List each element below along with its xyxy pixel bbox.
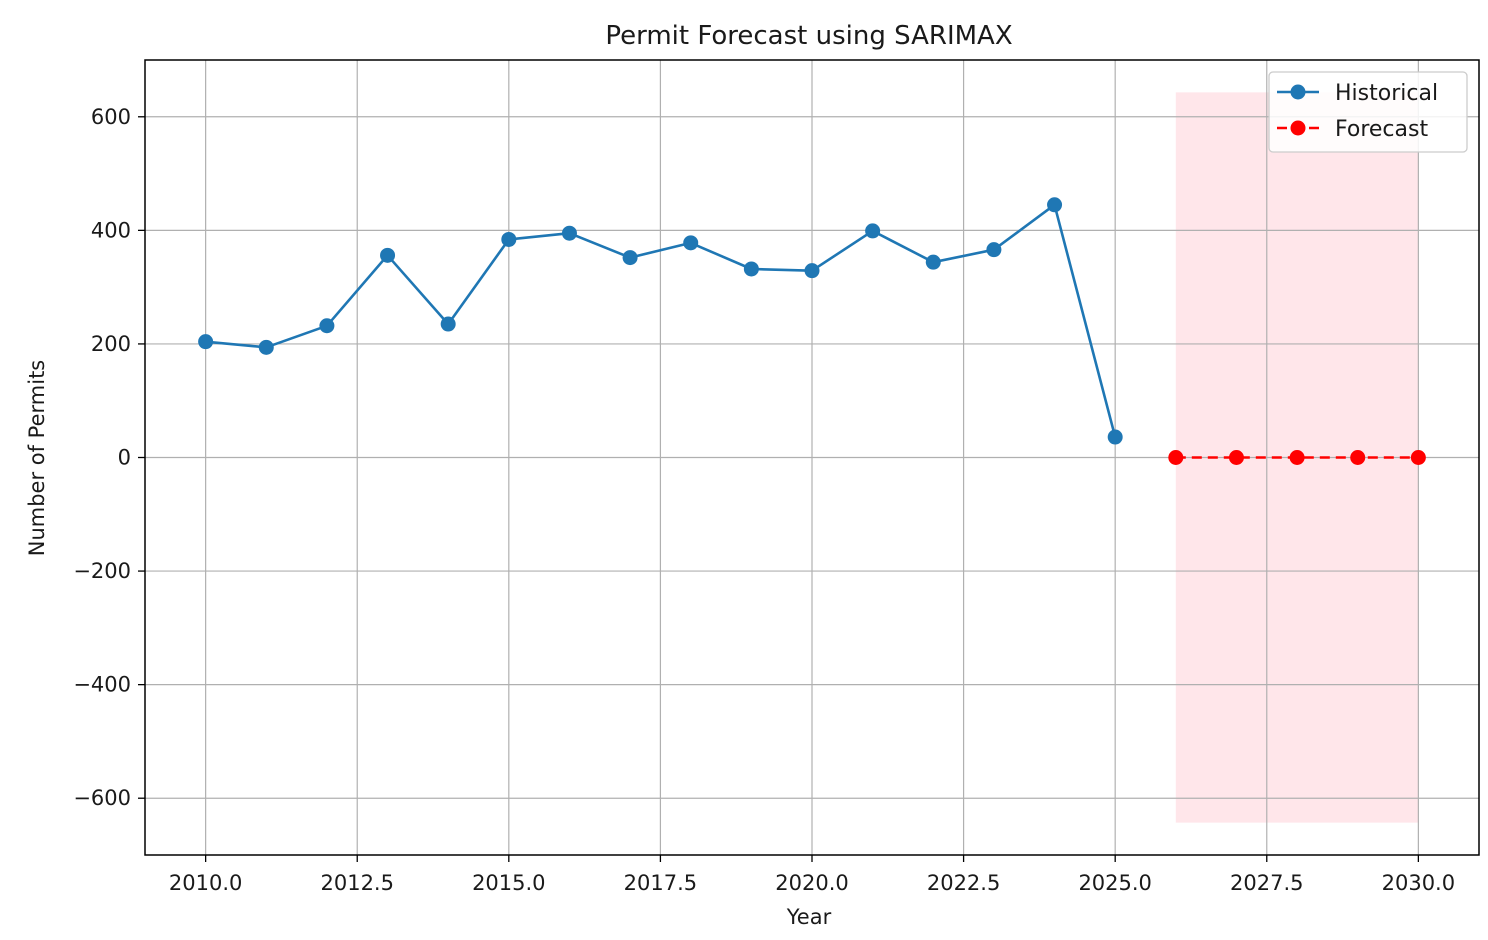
legend-forecast-label: Forecast <box>1335 117 1428 142</box>
historical-point <box>319 318 335 334</box>
legend-forecast-swatch-marker <box>1290 120 1306 136</box>
historical-point <box>1107 429 1123 445</box>
historical-point <box>440 316 456 332</box>
historical-series-line <box>205 203 1117 438</box>
legend-historical-swatch-marker <box>1290 84 1306 100</box>
x-tick-label: 2030.0 <box>1382 871 1455 895</box>
x-tick-label: 2017.5 <box>624 871 697 895</box>
y-tick-label: −200 <box>73 559 131 583</box>
forecast-point <box>1410 450 1426 465</box>
historical-point <box>622 250 638 266</box>
x-tick-layer: 2010.0 2012.5 2015.0 2017.5 2020.0 2022.5 2025… <box>169 855 1455 895</box>
historical-point <box>683 235 699 251</box>
x-tick-label: 2015.0 <box>472 871 545 895</box>
forecast-point <box>1228 450 1244 465</box>
x-tick-label: 2022.5 <box>927 871 1000 895</box>
x-tick-label: 2025.0 <box>1078 871 1151 895</box>
forecast-point <box>1168 450 1184 465</box>
y-tick-label: −600 <box>73 786 131 810</box>
y-tick-label: 0 <box>118 446 131 470</box>
historical-point <box>561 225 577 241</box>
forecast-point <box>1289 450 1305 465</box>
y-tick-label: 400 <box>91 218 131 242</box>
x-tick-label: 2010.0 <box>169 871 242 895</box>
y-tick-label: 600 <box>91 105 131 129</box>
chart-title: Permit Forecast using SARIMAX <box>605 21 1012 51</box>
forecast-point <box>1350 450 1366 465</box>
y-axis-title: Number of Permits <box>25 360 49 557</box>
x-axis-title: Year <box>786 905 832 929</box>
historical-point <box>986 242 1002 258</box>
historical-point <box>258 339 274 355</box>
historical-point <box>925 254 941 270</box>
y-tick-label: 200 <box>91 332 131 356</box>
historical-point <box>198 334 214 350</box>
y-tick-label: −400 <box>73 673 131 697</box>
x-tick-label: 2020.0 <box>775 871 848 895</box>
x-tick-label: 2027.5 <box>1230 871 1303 895</box>
x-tick-label: 2012.5 <box>320 871 393 895</box>
legend: Historical Forecast <box>1268 71 1468 153</box>
grid-layer <box>145 60 1479 855</box>
legend-historical-label: Historical <box>1335 81 1438 106</box>
historical-point <box>380 247 396 263</box>
historical-point <box>865 223 881 239</box>
series-layer <box>198 197 1426 465</box>
historical-point <box>804 263 820 279</box>
historical-point <box>501 231 517 247</box>
historical-point <box>743 261 759 277</box>
historical-point <box>1047 197 1063 213</box>
y-tick-layer: −600 −400 −200 0 200 400 600 <box>73 105 145 810</box>
